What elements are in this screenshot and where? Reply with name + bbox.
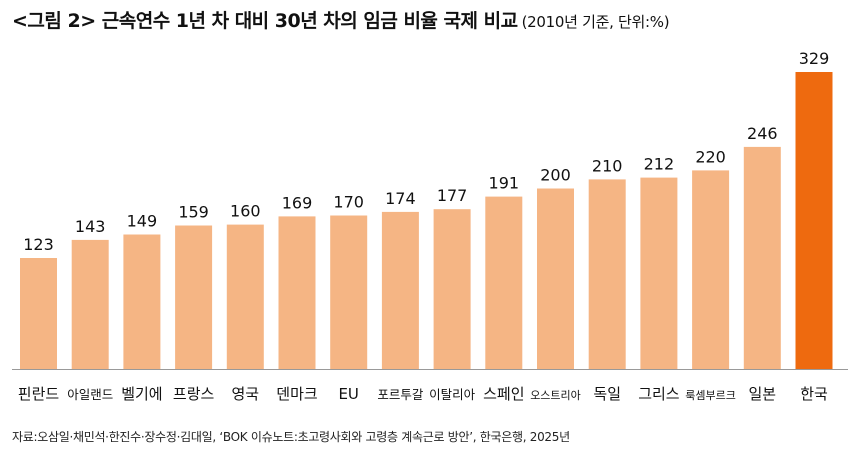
category-label-2: 아일랜드 [67,387,113,402]
bar-5 [226,224,264,369]
category-label-7: EU [338,385,358,403]
bar-16 [795,72,833,369]
bar-14 [692,170,730,369]
value-label-12: 210 [592,156,623,175]
bar-7 [330,215,368,369]
category-label-14: 룩셈부르크 [685,389,736,402]
bar-11 [537,188,574,369]
category-label-1: 핀란드 [18,385,60,403]
chart-title-unit: (2010년 기준, 단위:%) [521,13,670,31]
bar-12 [588,179,626,369]
category-label-5: 영국 [231,385,259,403]
value-label-10: 191 [489,174,520,193]
value-label-11: 200 [540,166,571,185]
value-label-6: 169 [282,193,313,212]
value-label-8: 174 [385,189,416,208]
value-label-9: 177 [437,186,468,205]
chart-title-main: <그림 2> 근속연수 1년 차 대비 30년 차의 임금 비율 국제 비교 [12,10,518,32]
category-label-10: 스페인 [483,385,524,403]
bar-2 [71,239,109,369]
value-label-14: 220 [695,147,726,166]
category-label-16: 한국 [800,385,828,403]
bar-9 [433,209,471,369]
value-label-13: 212 [644,155,675,174]
bar-10 [485,196,523,369]
value-label-1: 123 [23,235,54,254]
category-label-13: 그리스 [638,385,680,403]
category-label-11: 오스트리아 [530,389,581,402]
value-label-5: 160 [230,202,261,221]
category-label-12: 독일 [593,385,621,403]
bar-13 [640,177,678,369]
category-label-4: 프랑스 [173,385,215,403]
value-label-4: 159 [178,203,209,222]
value-label-15: 246 [747,124,778,143]
category-label-9: 이탈리아 [429,387,476,402]
bar-8 [381,211,419,369]
bar-3 [123,234,161,369]
category-label-8: 포르투갈 [377,387,424,402]
bar-6 [278,216,316,369]
bar-4 [175,225,213,369]
bar-1 [20,258,57,369]
value-label-3: 149 [127,212,158,231]
value-label-7: 170 [333,193,364,212]
category-label-3: 벨기에 [121,385,162,403]
bar-15 [743,146,781,369]
value-label-16: 329 [799,49,830,68]
chart-title: <그림 2> 근속연수 1년 차 대비 30년 차의 임금 비율 국제 비교 (2… [12,6,670,33]
category-label-15: 일본 [748,385,776,403]
value-label-2: 143 [75,217,106,236]
category-label-6: 덴마크 [276,385,317,403]
source-note: 자료:오삼일·채민석·한진수·장수정·김대일, ‘BOK 이슈노트:초고령사회와… [12,430,570,444]
